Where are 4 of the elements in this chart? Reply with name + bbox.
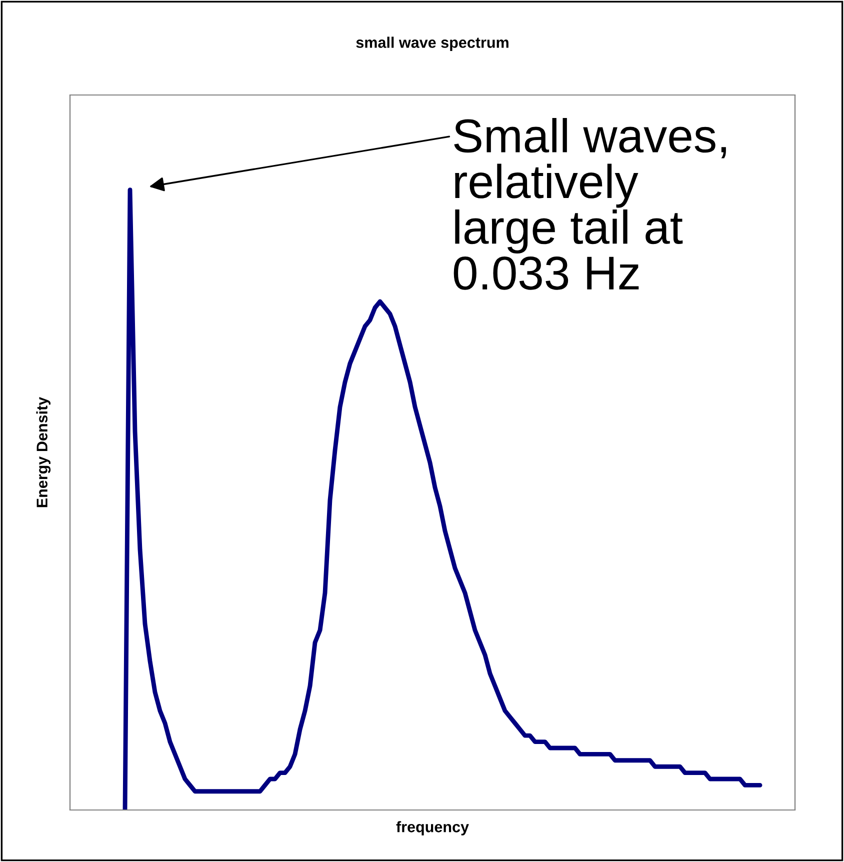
x-axis-title: frequency [396,821,469,836]
chart-title: small wave spectrum [356,36,508,51]
y-axis-title: Energy Density [36,396,51,508]
annotation: Small waves, relatively large tail at 0.033 Hz [454,118,726,290]
